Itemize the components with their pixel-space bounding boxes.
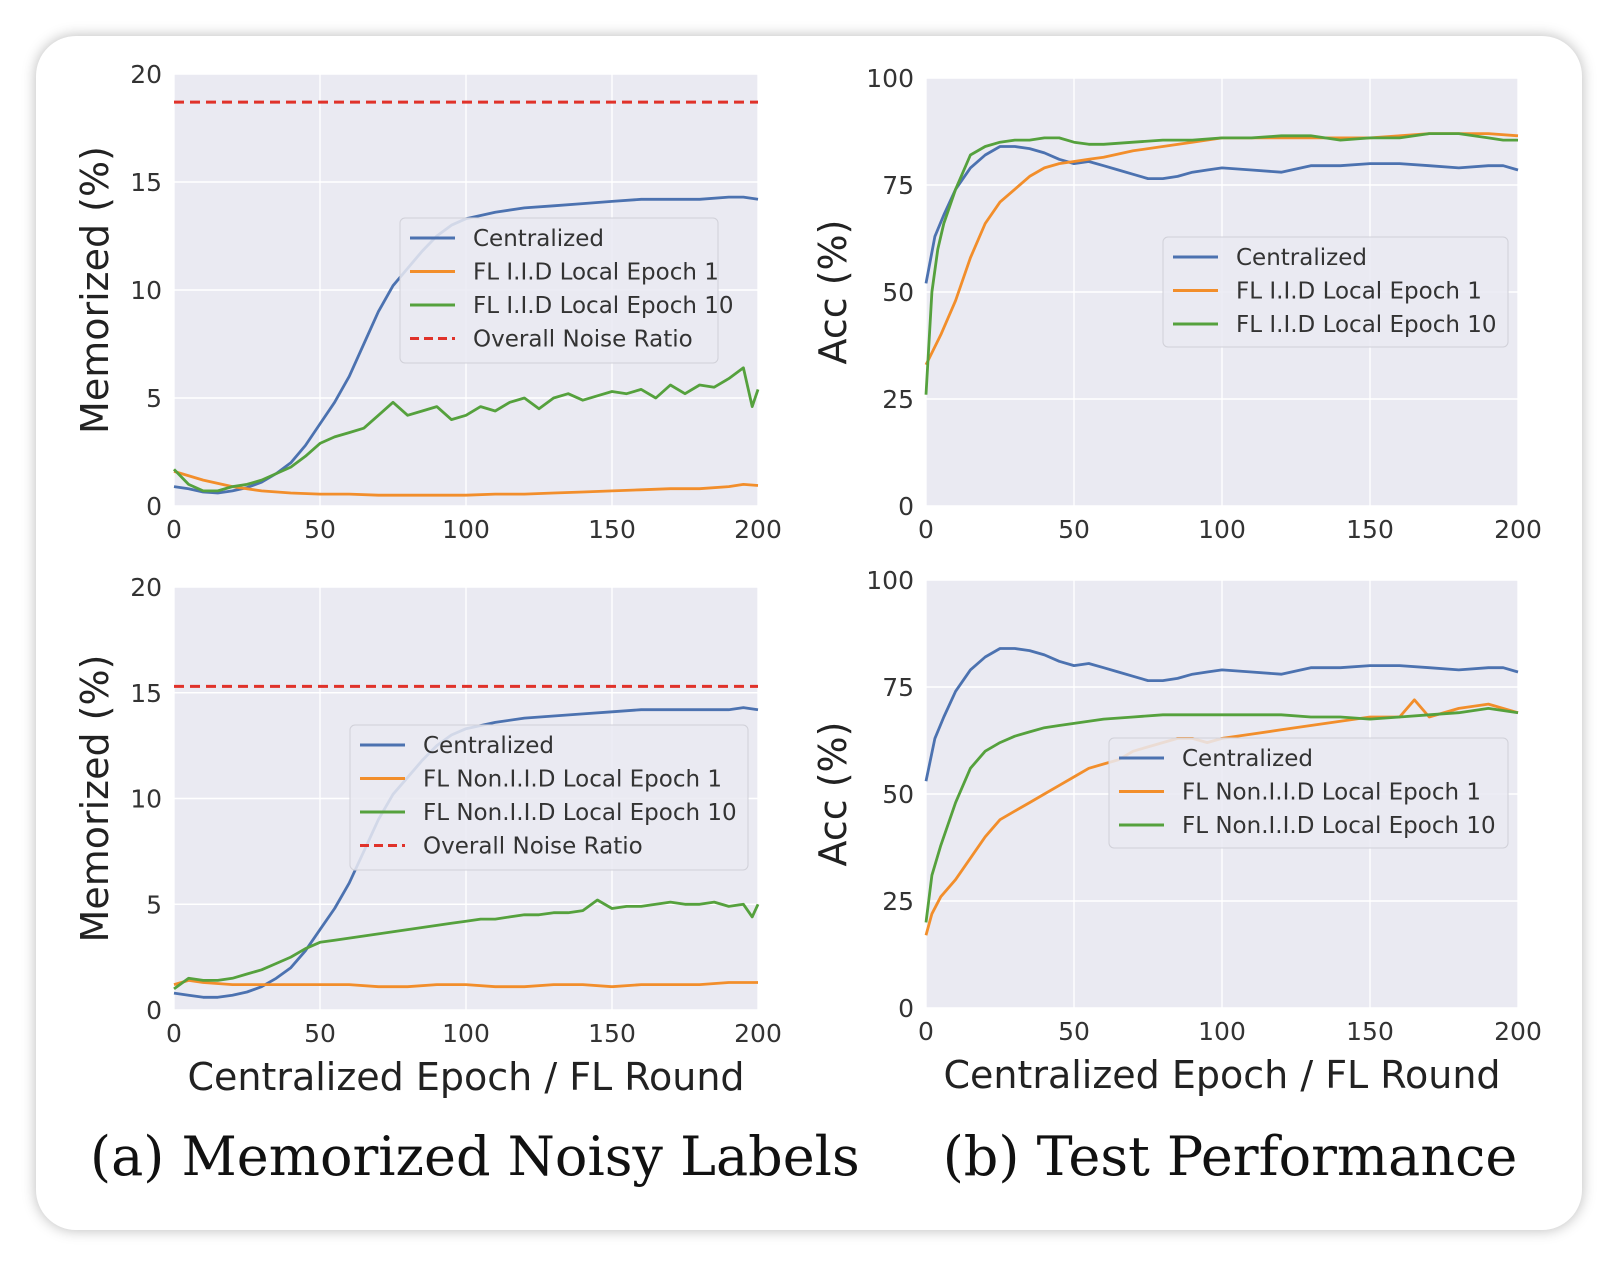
x-tick-label: 100	[442, 1019, 490, 1048]
y-tick-label: 5	[146, 890, 162, 919]
caption-b: (b) Test Performance	[942, 1125, 1518, 1188]
legend-box	[399, 217, 719, 364]
legend-label: Centralized	[1236, 245, 1367, 271]
legend-label: FL I.I.D Local Epoch 1	[473, 260, 719, 286]
x-tick-label: 150	[588, 515, 636, 544]
legend-label: Overall Noise Ratio	[473, 327, 693, 353]
x-tick-label: 200	[1494, 515, 1542, 544]
x-tick-label: 50	[1058, 1017, 1090, 1046]
x-tick-label: 150	[1346, 1017, 1394, 1046]
legend-label: FL I.I.D Local Epoch 10	[473, 293, 734, 319]
x-tick-label: 50	[304, 515, 336, 544]
legend-box	[1162, 236, 1509, 348]
x-axis-label: Centralized Epoch / FL Round	[187, 1055, 744, 1099]
y-tick-label: 25	[882, 385, 914, 414]
y-tick-label: 75	[882, 171, 914, 200]
y-axis-label: Acc (%)	[811, 722, 855, 867]
x-tick-label: 150	[1346, 515, 1394, 544]
legend-label: FL I.I.D Local Epoch 1	[1236, 279, 1482, 305]
y-tick-label: 100	[866, 64, 914, 93]
legend-label: FL Non.I.I.D Local Epoch 10	[1182, 813, 1496, 839]
x-tick-label: 100	[1198, 515, 1246, 544]
legend-label: FL Non.I.I.D Local Epoch 1	[423, 767, 722, 793]
x-tick-label: 50	[1058, 515, 1090, 544]
series-line-fl-non-i-i-d-local-epoch-10	[173, 898, 760, 991]
y-tick-label: 0	[146, 996, 162, 1025]
series-line-centralized	[924, 647, 1519, 782]
x-tick-label: 150	[588, 1019, 636, 1048]
y-tick-label: 10	[130, 785, 162, 814]
caption-a: (a) Memorized Noisy Labels	[90, 1125, 860, 1188]
y-tick-label: 5	[146, 384, 162, 413]
y-tick-label: 25	[882, 887, 914, 916]
x-tick-label: 0	[918, 1017, 934, 1046]
series-line-centralized	[924, 145, 1519, 284]
series-line-fl-non-i-i-d-local-epoch-1	[173, 979, 758, 989]
legend: Centralized FL Non.I.I.D Local Epoch 1 FL …	[1108, 737, 1509, 849]
y-tick-label: 20	[130, 60, 162, 89]
legend-label: Overall Noise Ratio	[423, 834, 643, 860]
legend-label: FL Non.I.I.D Local Epoch 1	[1182, 780, 1481, 806]
figure-card: 0 50 100 150 200 0 5 10 15 20 Memorized (%) Central…	[36, 36, 1582, 1230]
legend-label: FL Non.I.I.D Local Epoch 10	[423, 800, 737, 826]
series-line-fl-i-i-d-local-epoch-10	[172, 366, 760, 493]
y-axis-label: Memorized (%)	[73, 146, 117, 434]
y-tick-label: 100	[866, 566, 914, 595]
y-tick-label: 10	[130, 276, 162, 305]
y-tick-label: 50	[882, 780, 914, 809]
x-tick-label: 200	[734, 515, 782, 544]
series-line-fl-i-i-d-local-epoch-1	[173, 470, 759, 497]
y-axis-label: Memorized (%)	[73, 655, 117, 943]
x-tick-label: 200	[1494, 1017, 1542, 1046]
y-tick-label: 75	[882, 673, 914, 702]
x-tick-label: 50	[304, 1019, 336, 1048]
y-tick-label: 20	[130, 573, 162, 602]
legend: Centralized FL I.I.D Local Epoch 1 FL I.I.…	[399, 217, 734, 364]
x-tick-label: 0	[166, 515, 182, 544]
series-line-fl-non-i-i-d-local-epoch-10	[924, 707, 1519, 923]
legend-label: FL I.I.D Local Epoch 10	[1236, 312, 1497, 338]
series-line-fl-i-i-d-local-epoch-10	[924, 132, 1518, 395]
legend: Centralized FL Non.I.I.D Local Epoch 1 FL …	[349, 724, 749, 871]
y-tick-label: 0	[146, 492, 162, 521]
legend: Centralized FL I.I.D Local Epoch 1 FL I.I.…	[1162, 236, 1509, 348]
legend-box	[1108, 737, 1509, 849]
legend-label: Centralized	[1182, 746, 1313, 772]
x-tick-label: 100	[442, 515, 490, 544]
legend-box	[349, 724, 749, 871]
y-axis-label: Acc (%)	[811, 220, 855, 365]
x-tick-label: 100	[1198, 1017, 1246, 1046]
y-tick-label: 0	[898, 994, 914, 1023]
x-tick-label: 0	[166, 1019, 182, 1048]
x-tick-label: 200	[734, 1019, 782, 1048]
legend-label: Centralized	[473, 226, 604, 252]
y-tick-label: 15	[130, 168, 162, 197]
y-tick-label: 15	[130, 679, 162, 708]
legend-label: Centralized	[423, 733, 554, 759]
x-axis-label: Centralized Epoch / FL Round	[943, 1053, 1500, 1097]
y-tick-label: 50	[882, 278, 914, 307]
x-tick-label: 0	[918, 515, 934, 544]
y-tick-label: 0	[898, 492, 914, 521]
